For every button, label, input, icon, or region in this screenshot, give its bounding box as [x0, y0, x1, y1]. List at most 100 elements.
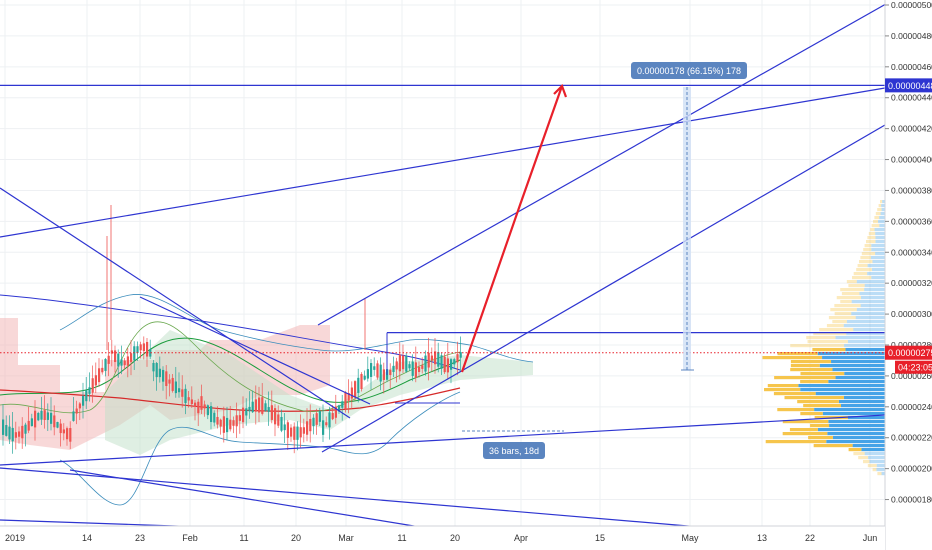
candle-body: [62, 429, 65, 434]
volume-bar-down: [773, 392, 816, 396]
volume-bar-up: [847, 340, 885, 344]
candle-body: [414, 362, 417, 378]
candle-body: [302, 427, 305, 434]
candle-body: [290, 427, 293, 437]
current-price-badge: [885, 345, 932, 360]
candle-body: [226, 417, 229, 433]
volume-bar-down: [864, 244, 872, 248]
volume-bar-down: [866, 240, 876, 244]
volume-bar-up: [840, 404, 885, 408]
volume-bar-down: [790, 368, 833, 372]
candle-body: [78, 403, 81, 409]
volume-bar-down: [808, 436, 833, 440]
indicator-line: [59, 294, 534, 363]
volume-bar-up: [819, 364, 885, 368]
volume-bar-down: [872, 468, 877, 472]
candle-body: [370, 363, 373, 377]
candle-body: [142, 343, 145, 352]
time-tick-label: 20: [291, 533, 301, 543]
volume-bar-down: [806, 336, 836, 340]
candle-body: [27, 420, 30, 431]
volume-bar-down: [819, 328, 854, 332]
volume-bar-down: [800, 372, 845, 376]
volume-bar-down: [856, 268, 872, 272]
candle-body: [213, 412, 216, 423]
candle-body: [309, 418, 312, 432]
candle-body: [395, 361, 398, 370]
candle-body: [440, 355, 443, 369]
candle-body: [325, 422, 328, 426]
time-tick-label: Apr: [514, 533, 528, 543]
annotations: 0.00000178 (66.15%) 178 36 bars, 18d: [462, 62, 747, 459]
candle-body: [181, 389, 184, 397]
volume-bar-down: [867, 464, 877, 468]
trendline: [0, 414, 886, 466]
ichimoku-cloud: [0, 318, 533, 455]
volume-bar-up: [870, 256, 885, 260]
candle-body: [133, 346, 136, 361]
volume-bar-down: [852, 276, 872, 280]
candle-body: [254, 399, 257, 412]
candle-body: [107, 355, 110, 364]
volume-bar-down: [810, 424, 830, 428]
time-axis: 2019 14 23 Feb 11 20 Mar 11 20 Apr 15 May 13 22 Jun: [0, 525, 885, 550]
volume-bar-down: [790, 364, 820, 368]
volume-bar-down: [826, 324, 844, 328]
candle-body: [363, 375, 366, 380]
indicator-line: [0, 294, 461, 371]
candle-body: [91, 378, 94, 393]
volume-bar-up: [800, 388, 885, 392]
candle-body: [43, 410, 46, 421]
price-range-label: 0.00000178 (66.15%) 178: [637, 66, 741, 76]
candle-body: [30, 418, 33, 427]
volume-bar-down: [846, 280, 857, 284]
candle-body: [190, 399, 193, 405]
price-tick-label: 0.00000240: [891, 402, 932, 412]
volume-bar-up: [851, 312, 885, 316]
volume-bar-up: [844, 372, 885, 376]
time-tick-label: 2019: [5, 533, 25, 543]
candle-body: [178, 388, 181, 393]
candle-body: [334, 406, 337, 418]
candle-body: [392, 365, 395, 373]
volume-bar-up: [832, 436, 885, 440]
volume-bar-up: [880, 212, 885, 216]
time-tick-label: May: [681, 533, 699, 543]
candle-body: [251, 401, 254, 413]
candle-body: [357, 377, 360, 393]
candle-body: [322, 420, 325, 435]
volume-bar-up: [881, 208, 885, 212]
volume-bar-down: [873, 220, 879, 224]
candle-body: [206, 405, 209, 416]
volume-bar-down: [877, 472, 882, 476]
candle-body: [437, 352, 440, 367]
time-tick-label: 23: [135, 533, 145, 543]
volume-bar-up: [859, 292, 885, 296]
candle-body: [2, 419, 5, 435]
time-tick-label: 11: [239, 533, 248, 543]
candle-body: [408, 364, 411, 369]
volume-bar-down: [857, 264, 868, 268]
candle-body: [347, 392, 350, 401]
candle-body: [331, 413, 334, 420]
candle-body: [306, 421, 309, 435]
candle-body: [11, 427, 14, 442]
trendline: [0, 467, 701, 528]
candle-body: [446, 358, 449, 373]
candle-body: [59, 423, 62, 434]
candle-body: [242, 407, 245, 423]
volume-bar-down: [848, 448, 862, 452]
trendlines[interactable]: [0, 0, 894, 541]
volume-bar-up: [822, 412, 885, 416]
candle-body: [318, 411, 321, 422]
candle-body: [219, 419, 222, 427]
candle-body: [126, 356, 129, 366]
volume-bar-down: [777, 408, 815, 412]
volume-bar-up: [868, 456, 885, 460]
forecast-arrow-head: [553, 84, 568, 98]
time-axis-bg: [0, 526, 885, 550]
price-tick-label: 0.00000280: [891, 340, 932, 350]
volume-bar-up: [846, 332, 885, 336]
volume-bar-up: [860, 296, 885, 300]
